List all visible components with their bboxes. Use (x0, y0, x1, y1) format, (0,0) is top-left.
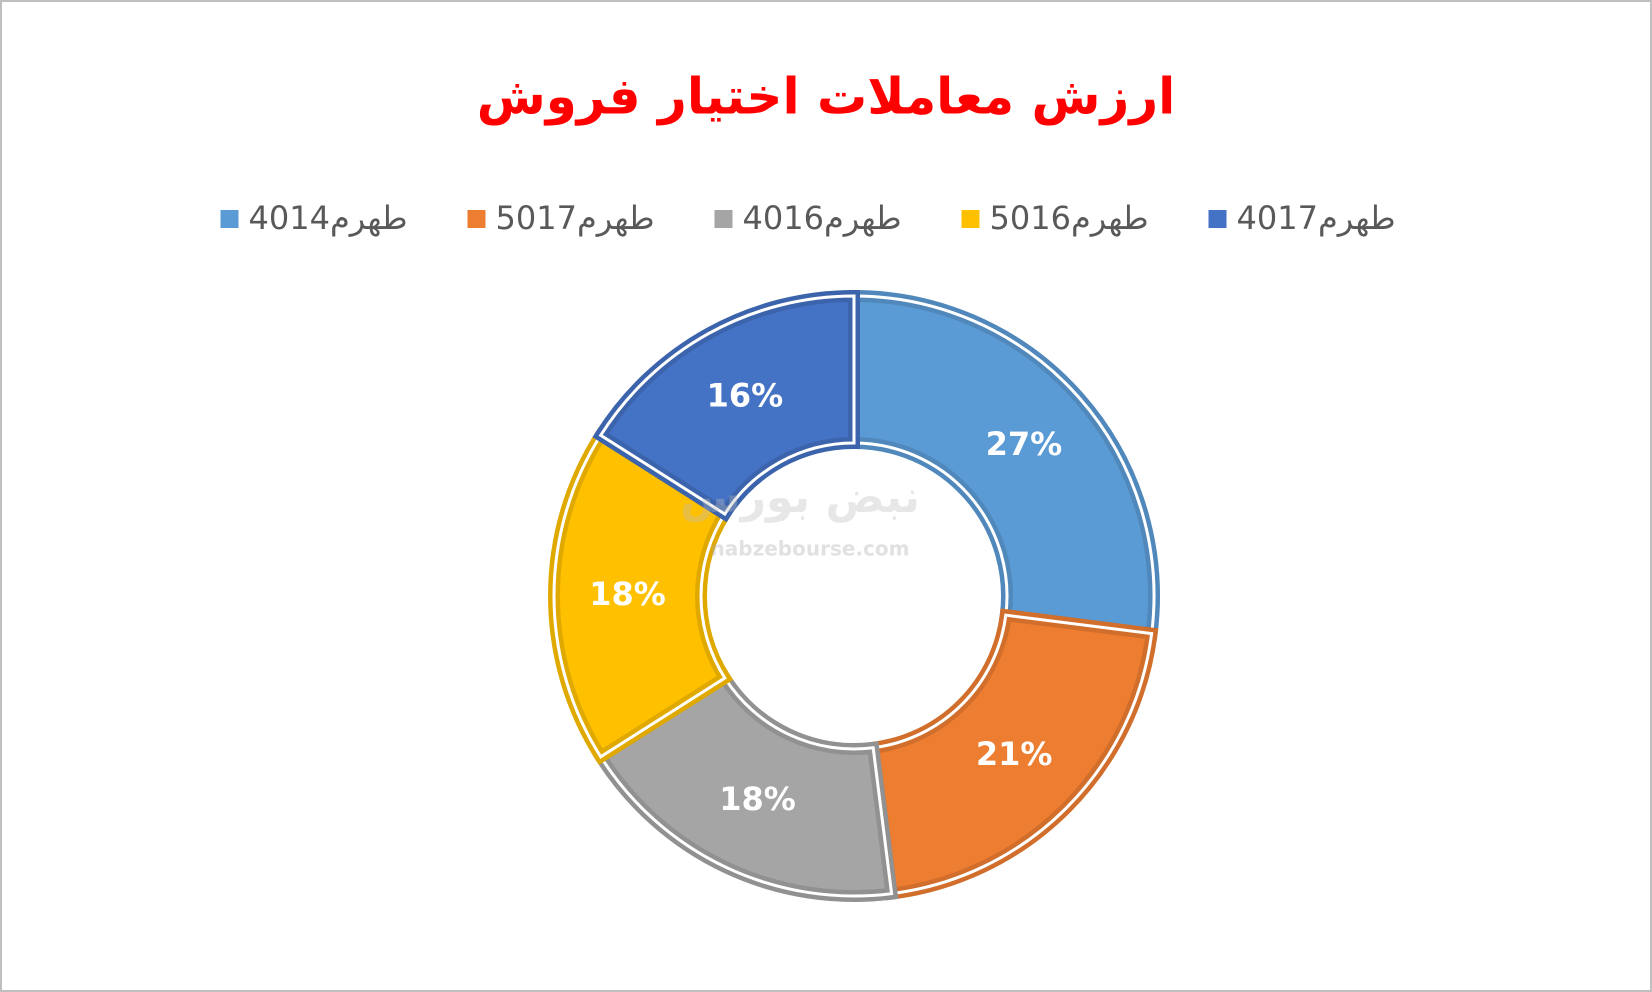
legend-swatch (467, 210, 486, 228)
legend-swatch (714, 210, 733, 228)
segment-gap (552, 433, 727, 759)
legend-label: طهرم5016 (990, 199, 1149, 237)
segment-gap (598, 675, 894, 898)
data-label: 18% (719, 780, 796, 818)
data-label: 18% (589, 575, 666, 613)
legend-swatch (961, 210, 980, 228)
watermark: نبض بورس nabzebourse.com (680, 472, 920, 561)
watermark-text: نبض بورس (680, 472, 920, 523)
legend-label: طهرم5017 (496, 199, 655, 237)
data-label: 27% (986, 425, 1063, 463)
data-label: 21% (976, 735, 1053, 773)
chart-title: ارزش معاملات اختیار فروش (477, 68, 1176, 127)
legend-label: طهرم4014 (249, 199, 408, 237)
segment-gap (871, 613, 1154, 896)
legend-swatch (1208, 210, 1227, 228)
legend-label: طهرم4016 (743, 199, 902, 237)
segment-gap (598, 294, 856, 517)
data-label: 16% (707, 377, 784, 415)
segment-gap (852, 294, 1156, 636)
legend-label: طهرم4017 (1237, 199, 1396, 237)
legend-swatch (220, 210, 239, 228)
watermark-url: nabzebourse.com (711, 537, 910, 561)
